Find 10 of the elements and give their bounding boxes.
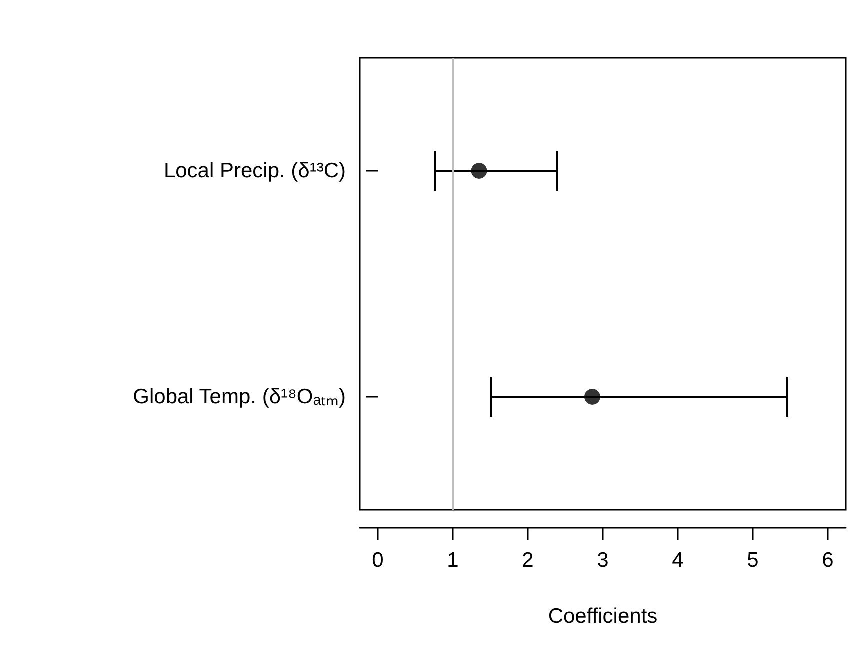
x-tick-label: 2: [522, 549, 534, 572]
x-tick-label: 1: [447, 549, 459, 572]
x-tick-label: 3: [597, 549, 609, 572]
x-axis-title: Coefficients: [548, 605, 658, 628]
x-tick-label: 5: [747, 549, 759, 572]
x-tick-label: 4: [672, 549, 684, 572]
y-tick-label: Global Temp. (δ¹⁸Oₐₜₘ): [133, 386, 346, 408]
x-tick-label: 6: [822, 549, 834, 572]
x-tick-label: 0: [372, 549, 384, 572]
y-tick-label: Local Precip. (δ¹³C): [164, 160, 346, 182]
